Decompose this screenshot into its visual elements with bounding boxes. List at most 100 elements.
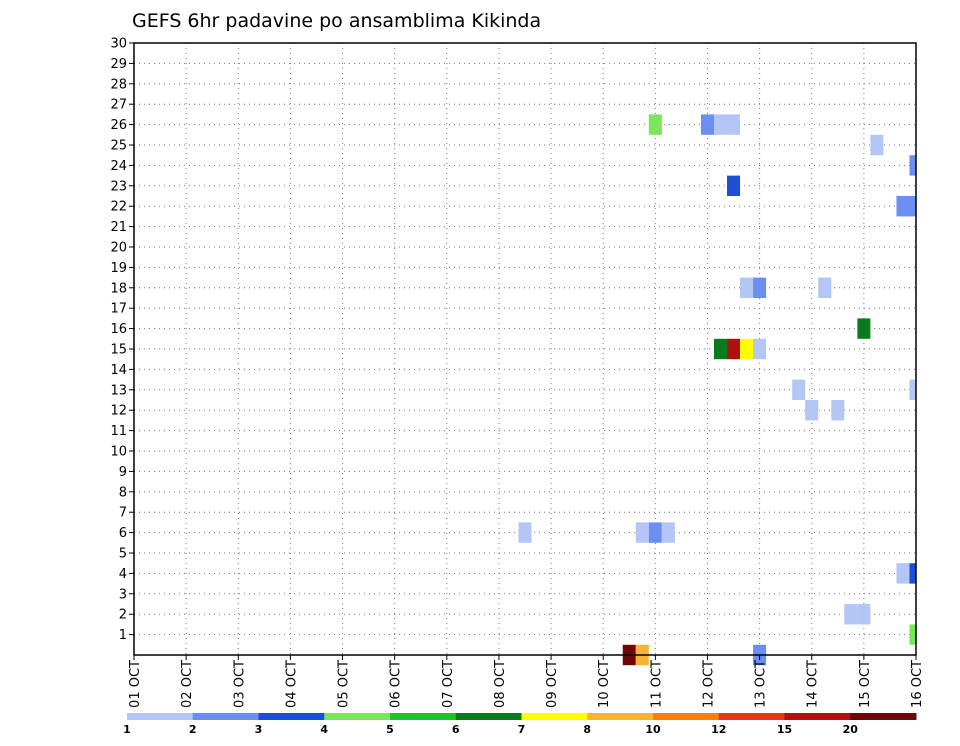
precip-cell [713, 114, 728, 135]
legend-swatch [324, 713, 391, 720]
precip-cells [518, 114, 916, 666]
precip-cell [635, 522, 649, 543]
precip-cell [713, 338, 728, 360]
precip-cell [805, 400, 819, 421]
legend-swatch [455, 713, 522, 720]
y-tick-label: 15 [110, 343, 127, 358]
x-tick-label: 03 OCT [232, 660, 247, 708]
y-axis: 1234567891011121314151617181920212223242… [110, 37, 134, 643]
x-tick-label: 12 OCT [701, 660, 716, 708]
precip-cell [870, 134, 884, 156]
legend-label: 8 [583, 723, 591, 736]
precip-cell [753, 277, 767, 298]
legend-label: 20 [843, 723, 859, 736]
legend-swatch [784, 713, 851, 720]
y-tick-label: 19 [110, 261, 127, 276]
legend-swatch [192, 713, 259, 720]
legend-label: 2 [189, 723, 197, 736]
y-tick-label: 21 [110, 220, 127, 235]
y-tick-label: 29 [110, 57, 127, 72]
precip-cell [727, 338, 741, 360]
x-tick-label: 01 OCT [128, 660, 143, 708]
y-tick-label: 23 [110, 179, 127, 194]
legend-swatch [521, 713, 588, 720]
x-tick-label: 08 OCT [493, 660, 508, 708]
x-tick-label: 04 OCT [284, 660, 299, 708]
y-tick-label: 9 [119, 465, 127, 480]
x-tick-label: 16 OCT [910, 660, 925, 708]
x-tick-label: 13 OCT [754, 660, 769, 708]
y-tick-label: 7 [119, 506, 127, 521]
legend-label: 6 [452, 723, 460, 736]
y-tick-label: 30 [110, 37, 127, 52]
precip-cell [909, 155, 916, 176]
precip-cell [896, 196, 910, 217]
precip-cell [909, 379, 916, 400]
x-tick-label: 02 OCT [180, 660, 195, 708]
y-tick-label: 4 [119, 567, 127, 582]
y-tick-label: 14 [110, 363, 127, 378]
x-tick-label: 05 OCT [337, 660, 352, 708]
precip-cell [727, 114, 741, 135]
precip-cell [896, 563, 910, 584]
x-tick-label: 15 OCT [858, 660, 873, 708]
y-tick-label: 10 [110, 445, 127, 460]
y-tick-label: 5 [119, 547, 127, 562]
precip-cell [818, 277, 832, 298]
legend-label: 7 [518, 723, 526, 736]
legend-label: 12 [711, 723, 726, 736]
precip-cell [661, 522, 675, 543]
y-tick-label: 12 [110, 404, 127, 419]
precip-cell [740, 338, 754, 360]
y-tick-label: 24 [110, 159, 127, 174]
precip-cell [831, 400, 845, 421]
y-tick-label: 3 [119, 587, 127, 602]
x-axis: 01 OCT 02 OCT 03 OCT 04 OCT 05 OCT 06 OCT 07 O… [128, 655, 925, 708]
legend-label: 15 [777, 723, 792, 736]
precip-cell [909, 624, 916, 645]
precip-cell [844, 604, 858, 625]
legend-label: 4 [320, 723, 328, 736]
y-tick-label: 22 [110, 200, 127, 215]
legend-swatch [127, 713, 194, 720]
precip-cell [753, 338, 767, 360]
x-tick-label: 10 OCT [597, 660, 612, 708]
precip-cell [727, 175, 741, 196]
legend-swatch [718, 713, 785, 720]
legend-swatch [390, 713, 457, 720]
color-legend: 1 2 3 4 5 6 7 8 10 12 15 20 [123, 713, 917, 736]
legend-label: 10 [645, 723, 661, 736]
legend-label: 3 [255, 723, 263, 736]
y-tick-label: 16 [110, 322, 127, 337]
precip-cell [648, 114, 662, 135]
y-tick-label: 11 [110, 424, 127, 439]
legend-swatch [653, 713, 720, 720]
y-tick-label: 1 [119, 628, 127, 643]
precip-cell [909, 563, 916, 584]
precip-cell [857, 318, 871, 339]
legend-swatch [850, 713, 917, 720]
y-tick-label: 28 [110, 77, 127, 92]
precip-cell [792, 379, 806, 400]
y-tick-label: 18 [110, 281, 127, 296]
y-tick-label: 6 [119, 526, 127, 541]
y-tick-label: 27 [110, 98, 127, 113]
legend-swatch [587, 713, 654, 720]
legend-label: 5 [386, 723, 394, 736]
precip-cell [700, 114, 714, 135]
x-tick-label: 09 OCT [545, 660, 560, 708]
precip-cell [909, 196, 916, 217]
y-tick-label: 8 [119, 485, 127, 500]
x-tick-label: 06 OCT [389, 660, 404, 708]
y-tick-label: 25 [110, 139, 127, 154]
y-tick-label: 26 [110, 118, 127, 133]
legend-label: 1 [123, 723, 131, 736]
grid-lines [133, 42, 917, 655]
y-tick-label: 13 [110, 383, 127, 398]
legend-swatch [258, 713, 325, 720]
x-tick-label: 11 OCT [649, 660, 664, 708]
precip-cell [648, 522, 662, 543]
precip-cell [857, 604, 871, 625]
